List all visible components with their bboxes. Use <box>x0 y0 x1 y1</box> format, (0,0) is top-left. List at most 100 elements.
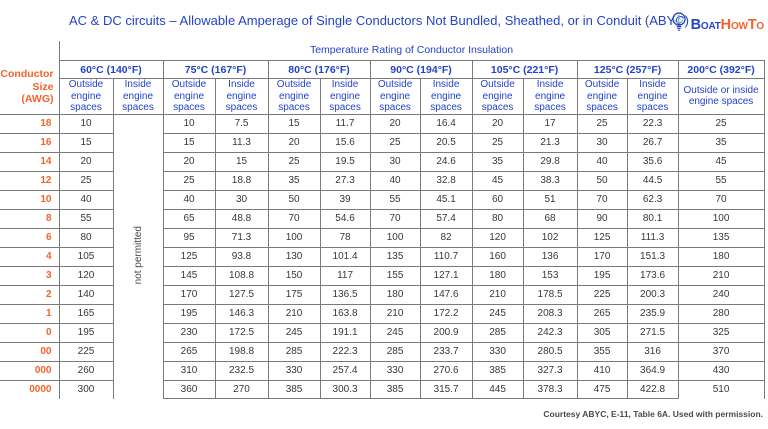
amperage-cell: 35 <box>267 170 321 191</box>
amperage-cell: 370 <box>677 341 765 362</box>
amperage-cell: 40 <box>58 189 114 210</box>
amperage-cell: 70 <box>369 208 421 229</box>
amperage-cell: 11.7 <box>319 113 371 134</box>
amperage-cell: 155 <box>369 265 421 286</box>
awg-row-header: 0000 <box>0 379 60 399</box>
awg-row-header: 1 <box>0 303 60 324</box>
temp-header: 60°C (140°F) <box>58 60 164 79</box>
sub-header: Outside engine spaces <box>162 78 216 115</box>
amperage-cell: 285 <box>369 341 421 362</box>
amperage-cell: 51 <box>522 189 578 210</box>
amperage-cell: 271.5 <box>626 322 679 343</box>
sub-header: Outside engine spaces <box>58 78 114 115</box>
table-row: 000 260 310 232.5 330 257.4 330 270.6 385 327.3 41… <box>0 360 765 381</box>
amperage-cell: 20 <box>369 113 421 134</box>
amperage-cell: 300 <box>58 379 114 399</box>
amperage-cell: 80.1 <box>626 208 679 229</box>
amperage-cell: 265 <box>162 341 216 362</box>
amperage-cell: 105 <box>58 246 114 267</box>
amperage-cell: 10 <box>162 113 216 134</box>
sub-header: Inside engine spaces <box>214 78 269 115</box>
amperage-cell: 78 <box>319 227 371 248</box>
temp-header: 125°C (257°F) <box>576 60 679 79</box>
amperage-cell: 15 <box>214 151 269 172</box>
logo-part-howto: HowTo <box>720 16 765 33</box>
awg-row-header: 2 <box>0 284 60 305</box>
temp-header: 75°C (167°F) <box>162 60 269 79</box>
amperage-cell: 233.7 <box>419 341 473 362</box>
amperage-cell: 127.5 <box>214 284 269 305</box>
amperage-cell: 510 <box>677 379 765 399</box>
amperage-cell: 245 <box>369 322 421 343</box>
amperage-cell: 475 <box>576 379 628 399</box>
awg-row-header: 3 <box>0 265 60 286</box>
temp-header: 200°C (392°F) <box>677 60 765 79</box>
amperage-cell: 180 <box>677 246 765 267</box>
amperage-cell: 15 <box>58 132 114 153</box>
temp-header: 105°C (221°F) <box>471 60 578 79</box>
amperage-cell: 327.3 <box>522 360 578 381</box>
amperage-cell: 208.3 <box>522 303 578 324</box>
amperage-cell: 10 <box>58 113 114 134</box>
amperage-cell: 135 <box>369 246 421 267</box>
amperage-cell: 24.6 <box>419 151 473 172</box>
amperage-cell: 242.3 <box>522 322 578 343</box>
amperage-cell: 125 <box>162 246 216 267</box>
amperage-cell: 191.1 <box>319 322 371 343</box>
amperage-cell: 310 <box>162 360 216 381</box>
amperage-cell: 385 <box>267 379 321 399</box>
amperage-cell: 316 <box>626 341 679 362</box>
amperage-cell: 55 <box>369 189 421 210</box>
table-row: 0 195 230 172.5 245 191.1 245 200.9 285 242.3 305 2… <box>0 322 765 343</box>
table-row: 3 120 145 108.8 150 117 155 127.1 180 153 195 173.6… <box>0 265 765 286</box>
amperage-cell: 330 <box>471 341 524 362</box>
amperage-cell: 173.6 <box>626 265 679 286</box>
amperage-cell: 120 <box>471 227 524 248</box>
amperage-cell: 151.3 <box>626 246 679 267</box>
amperage-cell: 198.8 <box>214 341 269 362</box>
amperage-cell: 27.3 <box>319 170 371 191</box>
amperage-cell: 45 <box>471 170 524 191</box>
sub-header: Outside engine spaces <box>471 78 524 115</box>
amperage-cell: 178.5 <box>522 284 578 305</box>
page-title: AC & DC circuits – Allowable Amperage of… <box>69 13 689 28</box>
amperage-cell: 20 <box>162 151 216 172</box>
amperage-cell: 80 <box>471 208 524 229</box>
amperage-cell: 445 <box>471 379 524 399</box>
amperage-cell: 45.1 <box>419 189 473 210</box>
amperage-cell: 200.3 <box>626 284 679 305</box>
amperage-cell: 80 <box>58 227 114 248</box>
amperage-cell: 65 <box>162 208 216 229</box>
amperage-cell: 136.5 <box>319 284 371 305</box>
svg-text:⚓: ⚓ <box>673 14 683 24</box>
amperage-cell: 108.8 <box>214 265 269 286</box>
amperage-cell: 93.8 <box>214 246 269 267</box>
amperage-cell: 270 <box>214 379 269 399</box>
amperage-cell: 225 <box>576 284 628 305</box>
amperage-cell: 11.3 <box>214 132 269 153</box>
amperage-cell: 16.4 <box>419 113 473 134</box>
amperage-cell: 35 <box>471 151 524 172</box>
awg-row-header: 14 <box>0 151 60 172</box>
amperage-cell: 240 <box>677 284 765 305</box>
amperage-cell: 18.8 <box>214 170 269 191</box>
amperage-cell: 25 <box>58 170 114 191</box>
amperage-cell: 170 <box>576 246 628 267</box>
not-permitted-cell: not permitted <box>112 113 164 399</box>
amperage-cell: 90 <box>576 208 628 229</box>
table-row: 2 140 170 127.5 175 136.5 180 147.6 210 178.5 225 2… <box>0 284 765 305</box>
amperage-cell: 195 <box>162 303 216 324</box>
amperage-cell: 25 <box>471 132 524 153</box>
awg-row-header: 000 <box>0 360 60 381</box>
amperage-cell: 136 <box>522 246 578 267</box>
amperage-cell: 17 <box>522 113 578 134</box>
amperage-cell: 140 <box>58 284 114 305</box>
amperage-cell: 117 <box>319 265 371 286</box>
amperage-cell: 355 <box>576 341 628 362</box>
sub-header: Inside engine spaces <box>112 78 164 115</box>
amperage-cell: 30 <box>369 151 421 172</box>
amperage-cell: 210 <box>471 284 524 305</box>
amperage-cell: 54.6 <box>319 208 371 229</box>
amperage-cell: 285 <box>267 341 321 362</box>
amperage-cell: 260 <box>58 360 114 381</box>
